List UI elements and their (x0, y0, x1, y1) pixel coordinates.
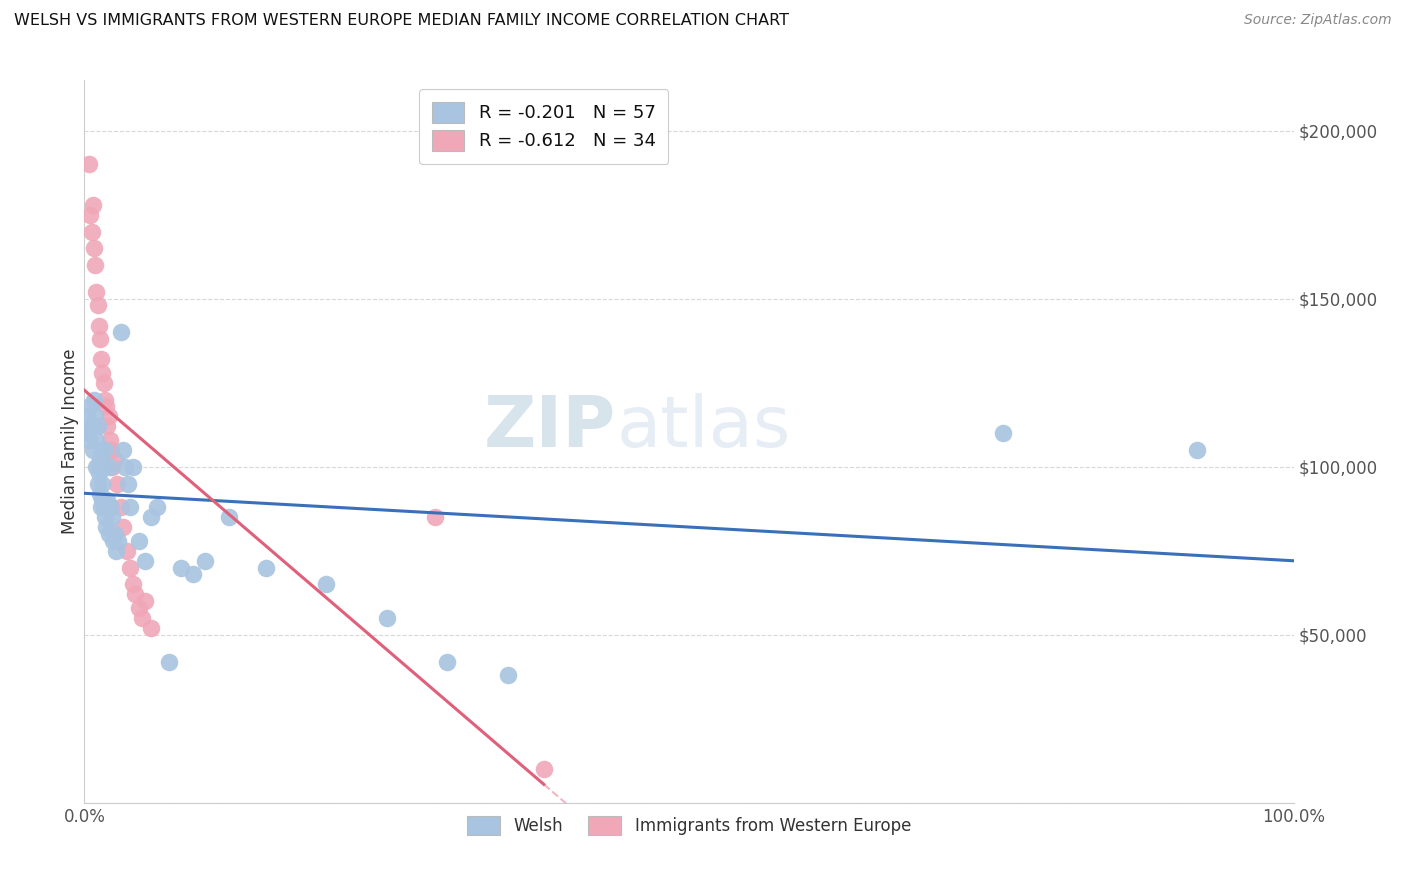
Point (77, 157, 100, 171)
Point (101, 510, 124, 524)
Point (90, 352, 112, 367)
Point (77, 426, 100, 441)
Point (146, 500, 169, 514)
Point (86, 298, 108, 312)
Point (112, 442, 135, 457)
Point (94, 442, 117, 457)
Point (91, 476, 114, 491)
Point (124, 587, 146, 601)
Point (89, 453, 111, 467)
Point (436, 655, 458, 669)
Point (139, 621, 162, 635)
Point (87, 318, 110, 333)
Point (93, 376, 115, 390)
Point (496, 668, 519, 682)
Point (91, 366, 114, 380)
Point (117, 476, 139, 491)
Point (104, 543, 127, 558)
Point (90, 500, 112, 514)
Point (120, 560, 142, 574)
Point (76, 409, 98, 424)
Point (105, 476, 128, 491)
Point (533, 762, 555, 776)
Point (110, 326, 132, 340)
Point (194, 554, 217, 568)
Point (93, 500, 115, 514)
Point (94, 510, 117, 524)
Point (121, 577, 143, 591)
Point (1185, 442, 1208, 457)
Point (83, 392, 105, 407)
Point (94, 392, 117, 407)
Point (170, 560, 193, 574)
Point (115, 543, 138, 558)
Point (254, 560, 277, 574)
Point (80, 419, 103, 434)
Point (114, 459, 136, 474)
Point (77, 433, 100, 447)
Point (82, 442, 104, 457)
Point (120, 500, 142, 514)
Point (423, 510, 446, 524)
Legend: Welsh, Immigrants from Western Europe: Welsh, Immigrants from Western Europe (460, 809, 918, 841)
Point (157, 655, 180, 669)
Point (93, 459, 115, 474)
Point (94, 520, 117, 534)
Point (89, 486, 111, 500)
Point (94, 399, 117, 413)
Point (94, 500, 117, 514)
Point (87, 467, 110, 481)
Point (89, 332, 111, 346)
Point (84, 258, 107, 272)
Point (112, 520, 135, 534)
Point (315, 577, 337, 591)
Point (97, 409, 120, 424)
Point (79, 208, 101, 222)
Point (84, 409, 107, 424)
Point (91, 493, 114, 508)
Point (218, 510, 240, 524)
Point (96, 493, 118, 508)
Y-axis label: Median Family Income: Median Family Income (62, 349, 80, 534)
Point (86, 459, 108, 474)
Text: Source: ZipAtlas.com: Source: ZipAtlas.com (1244, 13, 1392, 28)
Text: WELSH VS IMMIGRANTS FROM WESTERN EUROPE MEDIAN FAMILY INCOME CORRELATION CHART: WELSH VS IMMIGRANTS FROM WESTERN EUROPE … (14, 13, 789, 29)
Point (104, 453, 127, 467)
Point (103, 533, 125, 548)
Point (97, 527, 120, 541)
Point (993, 426, 1015, 441)
Text: atlas: atlas (616, 392, 790, 461)
Point (134, 554, 156, 568)
Point (80, 225, 103, 239)
Point (128, 600, 150, 615)
Point (79, 399, 101, 413)
Point (87, 459, 110, 474)
Point (134, 594, 156, 608)
Point (128, 533, 150, 548)
Point (100, 500, 122, 514)
Point (139, 510, 162, 524)
Point (101, 459, 124, 474)
Point (121, 459, 143, 474)
Point (86, 419, 108, 434)
Point (104, 527, 127, 541)
Point (131, 611, 153, 625)
Point (181, 567, 204, 582)
Point (110, 500, 132, 514)
Point (107, 533, 129, 548)
Point (86, 285, 108, 299)
Point (82, 197, 104, 211)
Point (90, 442, 112, 457)
Text: ZIP: ZIP (484, 392, 616, 461)
Point (100, 442, 122, 457)
Point (98, 433, 121, 447)
Point (98, 459, 121, 474)
Point (375, 611, 398, 625)
Point (86, 433, 108, 447)
Point (96, 419, 118, 434)
Point (83, 241, 105, 255)
Point (86, 476, 108, 491)
